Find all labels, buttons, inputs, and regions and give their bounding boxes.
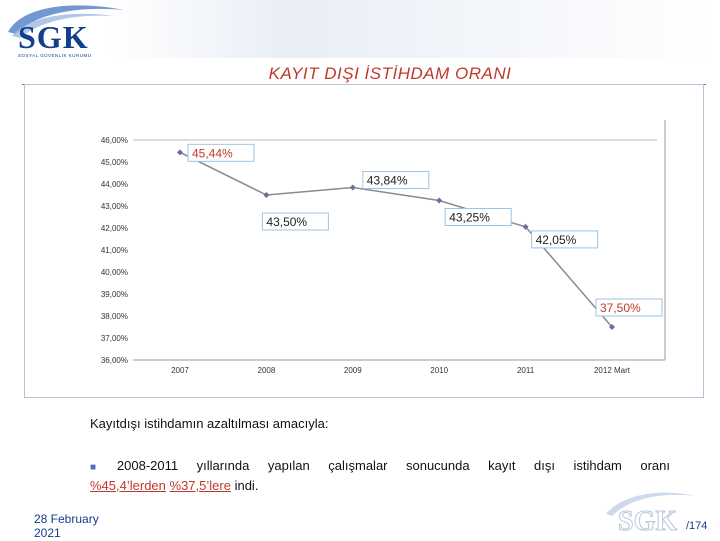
intro-text: Kayıtdışı istihdamın azaltılması amacıyl… (90, 416, 329, 431)
data-label-box (362, 171, 430, 190)
date-line1: 28 February (34, 512, 99, 526)
data-point (177, 149, 183, 156)
data-point (609, 324, 615, 330)
date-line2: 2021 (34, 526, 61, 540)
bullet-text: 2008-2011 yıllarında yapılan çalışmalar … (116, 458, 670, 473)
data-label: 43,25% (449, 211, 490, 225)
x-tick-label: 2011 (517, 366, 535, 375)
y-tick-label: 45,00% (101, 158, 128, 167)
x-tick-label: 2007 (171, 366, 189, 375)
x-tick-label: 2008 (258, 366, 276, 375)
x-tick-label: 2010 (430, 366, 448, 375)
data-point (263, 192, 270, 198)
y-tick-label: 39,00% (101, 290, 128, 299)
y-tick-label: 44,00% (101, 180, 128, 189)
data-point (436, 197, 443, 204)
logo-swoosh-icon (8, 5, 124, 38)
footer-logo-text: SGK (618, 506, 677, 536)
bullet-line: ■ 2008-2011 yıllarında yapılan çalışmalar… (90, 457, 670, 477)
header-band (0, 0, 720, 58)
page-number: /174 (686, 520, 708, 532)
y-tick-label: 41,00% (101, 246, 128, 255)
sgk-logo: SGK SOSYAL GÜVENLİK KURUMU (2, 2, 130, 60)
bullet-icon: ■ (90, 462, 111, 473)
data-label-box (187, 143, 255, 162)
y-tick-label: 43,00% (101, 202, 128, 211)
y-tick-label: 36,00% (101, 356, 128, 365)
y-tick-label: 37,00% (101, 334, 128, 343)
y-tick-label: 40,00% (101, 268, 128, 277)
x-tick-label: 2009 (344, 366, 362, 375)
data-point (349, 184, 356, 191)
data-label-box (531, 230, 599, 249)
footer-date: 28 February 2021 (34, 512, 99, 540)
data-label: 37,50% (600, 301, 641, 315)
logo-text: SGK (18, 19, 89, 55)
footer-swoosh-icon: SGK (606, 492, 696, 538)
data-label-box (444, 208, 512, 226)
data-label-box (261, 212, 329, 231)
data-label: 45,44% (192, 146, 233, 160)
bullet-continuation: %45,4’lerden %37,5’lere indi. (90, 477, 670, 495)
body-text: Kayıtdışı istihdamın azaltılması amacıyl… (90, 416, 670, 495)
data-label: 42,05% (536, 233, 577, 247)
y-tick-label: 38,00% (101, 312, 128, 321)
x-tick-label: 2012 Mart (594, 366, 631, 375)
to-value: %37,5’lere (169, 478, 231, 493)
slide-title: KAYIT DIŞI İSTİHDAM ORANI (268, 64, 512, 83)
from-value: %45,4’lerden (90, 478, 166, 493)
suffix-text: indi. (234, 478, 259, 493)
y-tick-label: 46,00% (101, 136, 128, 145)
y-tick-label: 42,00% (101, 224, 128, 233)
data-label-box (595, 298, 663, 317)
footer-logo: SGK (600, 490, 700, 538)
data-label: 43,84% (367, 174, 408, 188)
logo-subtitle: SOSYAL GÜVENLİK KURUMU (18, 53, 92, 58)
data-point (522, 223, 529, 230)
data-label: 43,50% (266, 215, 307, 229)
